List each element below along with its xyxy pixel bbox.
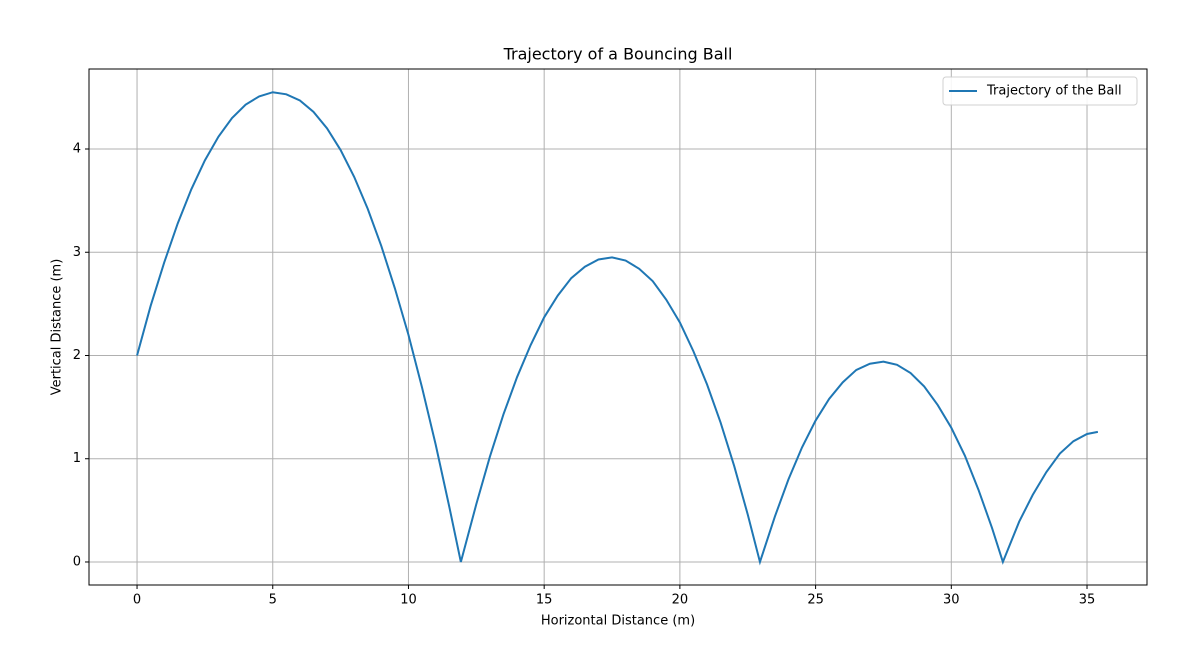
x-axis-label: Horizontal Distance (m) xyxy=(541,614,695,629)
legend-label: Trajectory of the Ball xyxy=(986,84,1122,99)
y-tick-label: 4 xyxy=(73,142,81,157)
y-tick-label: 0 xyxy=(73,554,81,569)
x-tick-label: 25 xyxy=(807,593,824,608)
chart-title: Trajectory of a Bouncing Ball xyxy=(503,45,733,64)
x-tick-label: 10 xyxy=(400,593,417,608)
y-tick-label: 3 xyxy=(73,245,81,260)
legend-box xyxy=(942,76,1138,106)
x-tick-label: 0 xyxy=(133,593,141,608)
x-tick-label: 5 xyxy=(269,593,277,608)
x-tick-label: 20 xyxy=(672,593,689,608)
y-tick-label: 2 xyxy=(73,348,81,363)
plot-frame xyxy=(88,68,1148,586)
data-line xyxy=(136,91,1099,566)
y-tick-label: 1 xyxy=(73,451,81,466)
x-tick-label: 30 xyxy=(943,593,960,608)
y-axis-label: Vertical Distance (m) xyxy=(50,259,65,396)
x-tick-label: 15 xyxy=(536,593,553,608)
x-tick-label: 35 xyxy=(1079,593,1096,608)
